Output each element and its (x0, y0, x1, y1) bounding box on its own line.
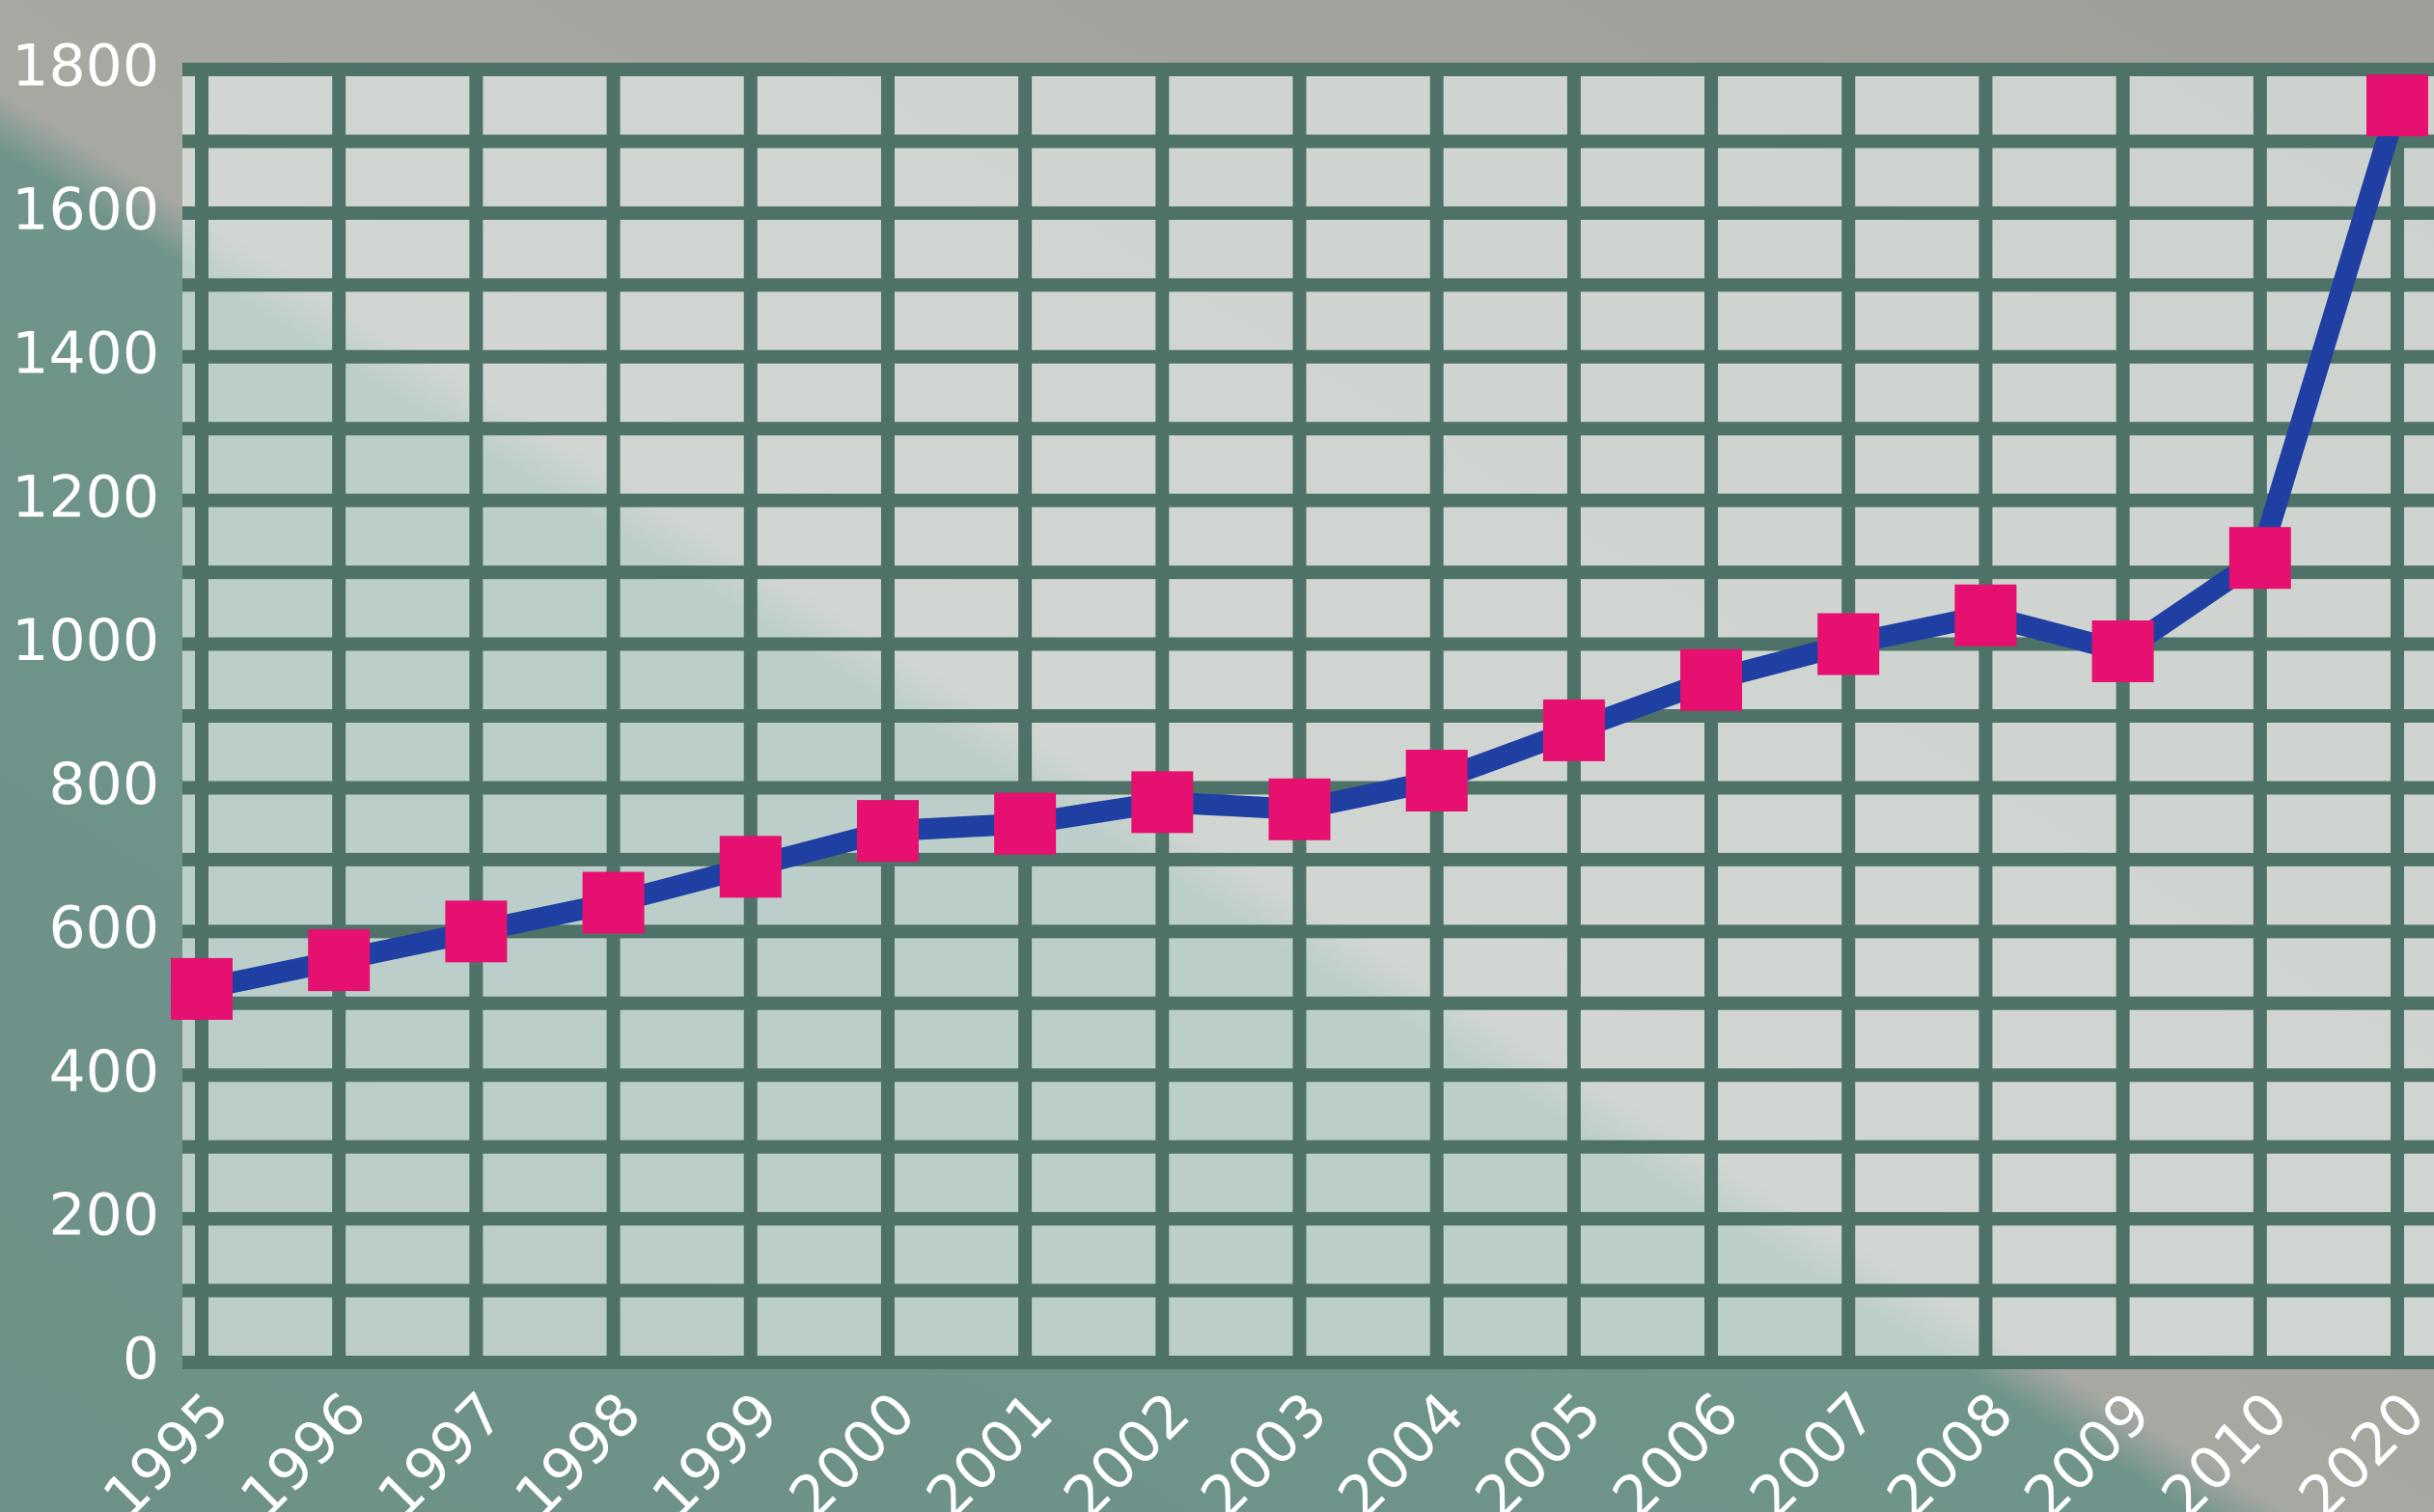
y-tick-label: 1600 (12, 176, 159, 243)
marker (2366, 74, 2428, 137)
marker (2091, 620, 2154, 682)
y-tick-label: 1000 (12, 607, 159, 674)
marker (1268, 778, 1331, 840)
marker (2228, 527, 2291, 590)
marker (1542, 699, 1605, 761)
marker (1954, 584, 2017, 646)
y-tick-label: 200 (48, 1182, 159, 1250)
marker (1817, 613, 1880, 675)
y-tick-label: 1200 (12, 463, 159, 531)
marker (1405, 750, 1468, 811)
marker (719, 836, 782, 898)
y-tick-label: 1800 (12, 33, 159, 100)
marker (582, 871, 645, 934)
y-tick-label: 0 (123, 1326, 159, 1393)
marker (171, 957, 233, 1020)
marker (994, 792, 1057, 855)
marker (445, 900, 508, 963)
y-tick-label: 800 (48, 751, 159, 818)
marker (856, 800, 919, 863)
marker (1680, 648, 1743, 711)
y-tick-label: 400 (48, 1038, 159, 1106)
y-tick-label: 600 (48, 894, 159, 962)
marker (308, 929, 371, 992)
y-tick-label: 1400 (12, 319, 159, 387)
marker (1131, 771, 1194, 834)
